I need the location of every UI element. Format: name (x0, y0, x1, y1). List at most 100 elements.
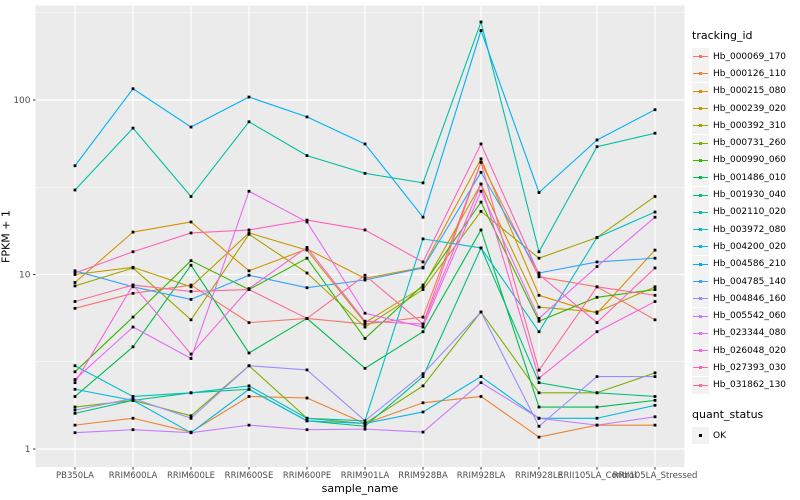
data-point (653, 131, 657, 135)
legend-item: Hb_002110_020 (692, 203, 798, 221)
legend-key-swatch (692, 342, 709, 360)
data-point (305, 248, 309, 252)
data-point (653, 371, 657, 375)
data-point (305, 245, 309, 249)
data-point (479, 142, 483, 146)
data-point (537, 391, 541, 395)
data-point (305, 271, 309, 275)
legend-item: Hb_026048_020 (692, 342, 798, 360)
data-point (189, 220, 193, 224)
data-point (653, 285, 657, 289)
data-point (595, 423, 599, 427)
legend-item: Hb_004200_020 (692, 238, 798, 256)
data-point (421, 322, 425, 326)
data-point (131, 325, 135, 329)
legend-key-swatch (692, 324, 709, 342)
legend-item-label: Hb_027393_030 (713, 362, 787, 373)
data-point (595, 236, 599, 239)
legend-item: Hb_000239_020 (692, 100, 798, 118)
legend-item-label: Hb_023344_080 (713, 328, 787, 339)
x-tick-label: RRII105LA_Stressed (613, 471, 698, 481)
data-point (537, 271, 541, 275)
data-point (363, 337, 367, 340)
data-point (537, 256, 541, 260)
data-point (363, 311, 367, 315)
data-point (363, 276, 367, 280)
legend-item: Hb_005542_060 (692, 307, 798, 325)
data-point (305, 428, 309, 432)
data-point (653, 195, 657, 198)
data-point (73, 188, 77, 192)
data-point (73, 269, 77, 273)
data-point (653, 403, 657, 407)
data-point (479, 189, 483, 193)
data-point (537, 305, 541, 309)
data-point (537, 317, 541, 320)
data-point (363, 427, 367, 431)
data-point (73, 271, 77, 275)
data-point (421, 288, 425, 291)
data-point (653, 288, 657, 291)
legend-item: Hb_027393_030 (692, 359, 798, 377)
data-point (247, 395, 251, 398)
legend-key-swatch (692, 255, 709, 273)
data-point (537, 368, 541, 372)
data-point (247, 321, 251, 325)
data-point (305, 416, 309, 420)
data-point (189, 357, 193, 360)
legend-item-label: Hb_005542_060 (713, 311, 787, 322)
data-point (247, 269, 251, 273)
legend-key-swatch (692, 221, 709, 239)
data-point (363, 424, 367, 428)
data-point (189, 416, 193, 420)
data-point (421, 330, 425, 334)
data-point (363, 171, 367, 175)
data-point (73, 431, 77, 435)
legend-key-swatch (692, 203, 709, 221)
data-point (189, 318, 193, 322)
data-point (537, 330, 541, 334)
data-point (653, 266, 657, 270)
legend-item-label: Hb_004586_210 (713, 259, 787, 270)
legend-key-swatch (692, 117, 709, 135)
x-tick-label: RRIM928LA (457, 471, 506, 481)
legend-item: Hb_001930_040 (692, 186, 798, 204)
data-point (247, 423, 251, 427)
data-point (305, 220, 309, 224)
legend-item: Hb_000731_260 (692, 134, 798, 152)
data-point (537, 381, 541, 385)
data-point (131, 250, 135, 254)
data-point (189, 391, 193, 395)
data-point (595, 265, 599, 268)
data-point (421, 266, 425, 270)
data-point (653, 248, 657, 252)
data-point (305, 317, 309, 320)
data-point (479, 246, 483, 250)
data-point (305, 286, 309, 290)
data-point (653, 256, 657, 260)
data-point (73, 408, 77, 412)
legend-quant-item-list: OK (692, 427, 798, 445)
axis-tick-labels: 1 10 100 PB350LA RRIM600LA RRIM600LE RRIM600SE… (13, 96, 697, 481)
data-point (131, 398, 135, 402)
data-point (189, 125, 193, 129)
data-point (653, 293, 657, 297)
data-point (363, 419, 367, 423)
legend-item: Hb_000215_080 (692, 82, 798, 100)
data-point (537, 435, 541, 439)
legend-item: Hb_000990_060 (692, 151, 798, 169)
legend-item-label: Hb_004785_140 (713, 276, 787, 287)
data-point (305, 419, 309, 423)
legend-title-tracking-id: tracking_id (692, 29, 753, 42)
legend-key-swatch (692, 48, 709, 66)
x-tick-label: RRIM928LE (515, 471, 563, 481)
x-tick-label: RRIM600LE (167, 471, 215, 481)
data-point (247, 387, 251, 391)
data-point (421, 375, 425, 378)
data-point (537, 424, 541, 428)
legend-item-label: Hb_001486_010 (713, 172, 787, 183)
data-point (595, 321, 599, 325)
legend-key-swatch (692, 134, 709, 152)
data-point (73, 387, 77, 391)
